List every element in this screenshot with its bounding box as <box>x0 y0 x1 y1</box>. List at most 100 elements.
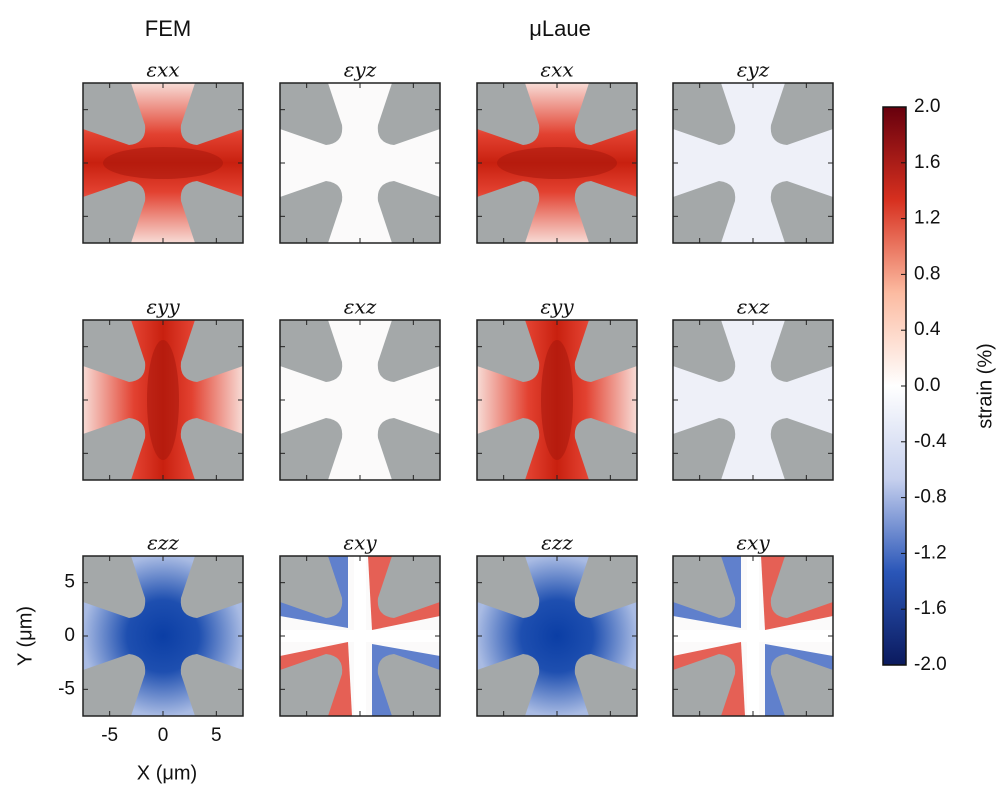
panel <box>477 556 637 716</box>
mask <box>280 654 343 716</box>
mask <box>377 320 440 382</box>
panel <box>477 83 637 243</box>
colorbar-tick-label: 1.2 <box>914 208 940 229</box>
column-header: μLaue <box>529 16 591 41</box>
colorbar-tick-label: -0.8 <box>914 487 947 508</box>
panel <box>83 320 243 480</box>
mask <box>377 83 440 145</box>
mask <box>673 418 736 480</box>
mask <box>477 654 540 716</box>
panel <box>477 320 637 480</box>
mask <box>477 418 540 480</box>
panel-title: εxz <box>737 295 770 319</box>
mask <box>574 418 637 480</box>
mask <box>477 83 540 145</box>
panel-title: εyy <box>540 295 574 319</box>
field-core <box>541 340 573 460</box>
y-tick-label: 0 <box>64 625 75 646</box>
mask <box>770 83 833 145</box>
colorbar-tick-label: -1.2 <box>914 542 947 563</box>
panel <box>673 83 833 243</box>
mask <box>280 556 343 618</box>
colorbar-tick-label: 2.0 <box>914 96 940 117</box>
panel-title: εyz <box>737 58 770 82</box>
y-tick-label: -5 <box>58 678 75 699</box>
field-core <box>147 340 179 460</box>
mask <box>83 83 146 145</box>
mask <box>377 654 440 716</box>
mask <box>574 83 637 145</box>
mask <box>280 83 343 145</box>
colorbar-label: strain (%) <box>974 343 996 429</box>
panel-title: εxx <box>146 58 179 82</box>
colorbar-tick-label: -2.0 <box>914 654 947 675</box>
mask <box>673 83 736 145</box>
y-axis-label: Y (μm) <box>14 606 36 666</box>
mask <box>574 556 637 618</box>
mask <box>377 418 440 480</box>
mask <box>770 181 833 243</box>
panel <box>83 83 243 243</box>
mask <box>180 654 243 716</box>
column-header: FEM <box>145 16 191 41</box>
colorbar-tick-label: -0.4 <box>914 431 947 452</box>
panel-title: εxz <box>344 295 377 319</box>
mask <box>574 181 637 243</box>
panel <box>280 320 440 480</box>
panel <box>673 320 833 480</box>
panel <box>280 83 440 243</box>
panel-title: εyz <box>344 58 377 82</box>
panel-title: εxx <box>540 58 573 82</box>
field-cross <box>673 630 833 642</box>
x-axis-label: X (μm) <box>137 762 197 784</box>
mask <box>477 556 540 618</box>
field-cross <box>280 630 440 642</box>
mask <box>770 556 833 618</box>
mask <box>673 556 736 618</box>
panel-title: εzz <box>147 531 179 555</box>
mask <box>477 320 540 382</box>
mask <box>574 654 637 716</box>
mask <box>83 654 146 716</box>
mask <box>180 181 243 243</box>
panel <box>673 556 833 716</box>
mask <box>180 83 243 145</box>
field-core <box>103 147 223 179</box>
colorbar-tick-label: 0.4 <box>914 319 941 340</box>
mask <box>180 320 243 382</box>
mask <box>673 320 736 382</box>
mask <box>477 181 540 243</box>
x-tick-label: 0 <box>158 725 169 746</box>
mask <box>673 654 736 716</box>
panel-title: εyy <box>146 295 180 319</box>
mask <box>180 556 243 618</box>
mask <box>673 181 736 243</box>
mask <box>83 556 146 618</box>
panel <box>83 556 243 716</box>
panel-title: εxy <box>343 531 377 555</box>
mask <box>83 320 146 382</box>
mask <box>280 418 343 480</box>
mask <box>770 418 833 480</box>
colorbar-tick-label: -1.6 <box>914 598 947 619</box>
x-tick-label: 5 <box>211 725 222 746</box>
mask <box>574 320 637 382</box>
mask <box>377 181 440 243</box>
mask <box>180 418 243 480</box>
x-tick-label: -5 <box>101 725 118 746</box>
colorbar-tick-label: 1.6 <box>914 152 940 173</box>
panel-title: εxy <box>736 531 770 555</box>
panel <box>280 556 440 716</box>
mask <box>280 181 343 243</box>
mask <box>377 556 440 618</box>
mask <box>280 320 343 382</box>
mask <box>83 418 146 480</box>
y-tick-label: 5 <box>64 572 75 593</box>
mask <box>770 320 833 382</box>
panel-title: εzz <box>541 531 573 555</box>
colorbar-tick-label: 0.0 <box>914 375 940 396</box>
field-core <box>497 147 617 179</box>
mask <box>770 654 833 716</box>
colorbar-tick-label: 0.8 <box>914 263 940 284</box>
